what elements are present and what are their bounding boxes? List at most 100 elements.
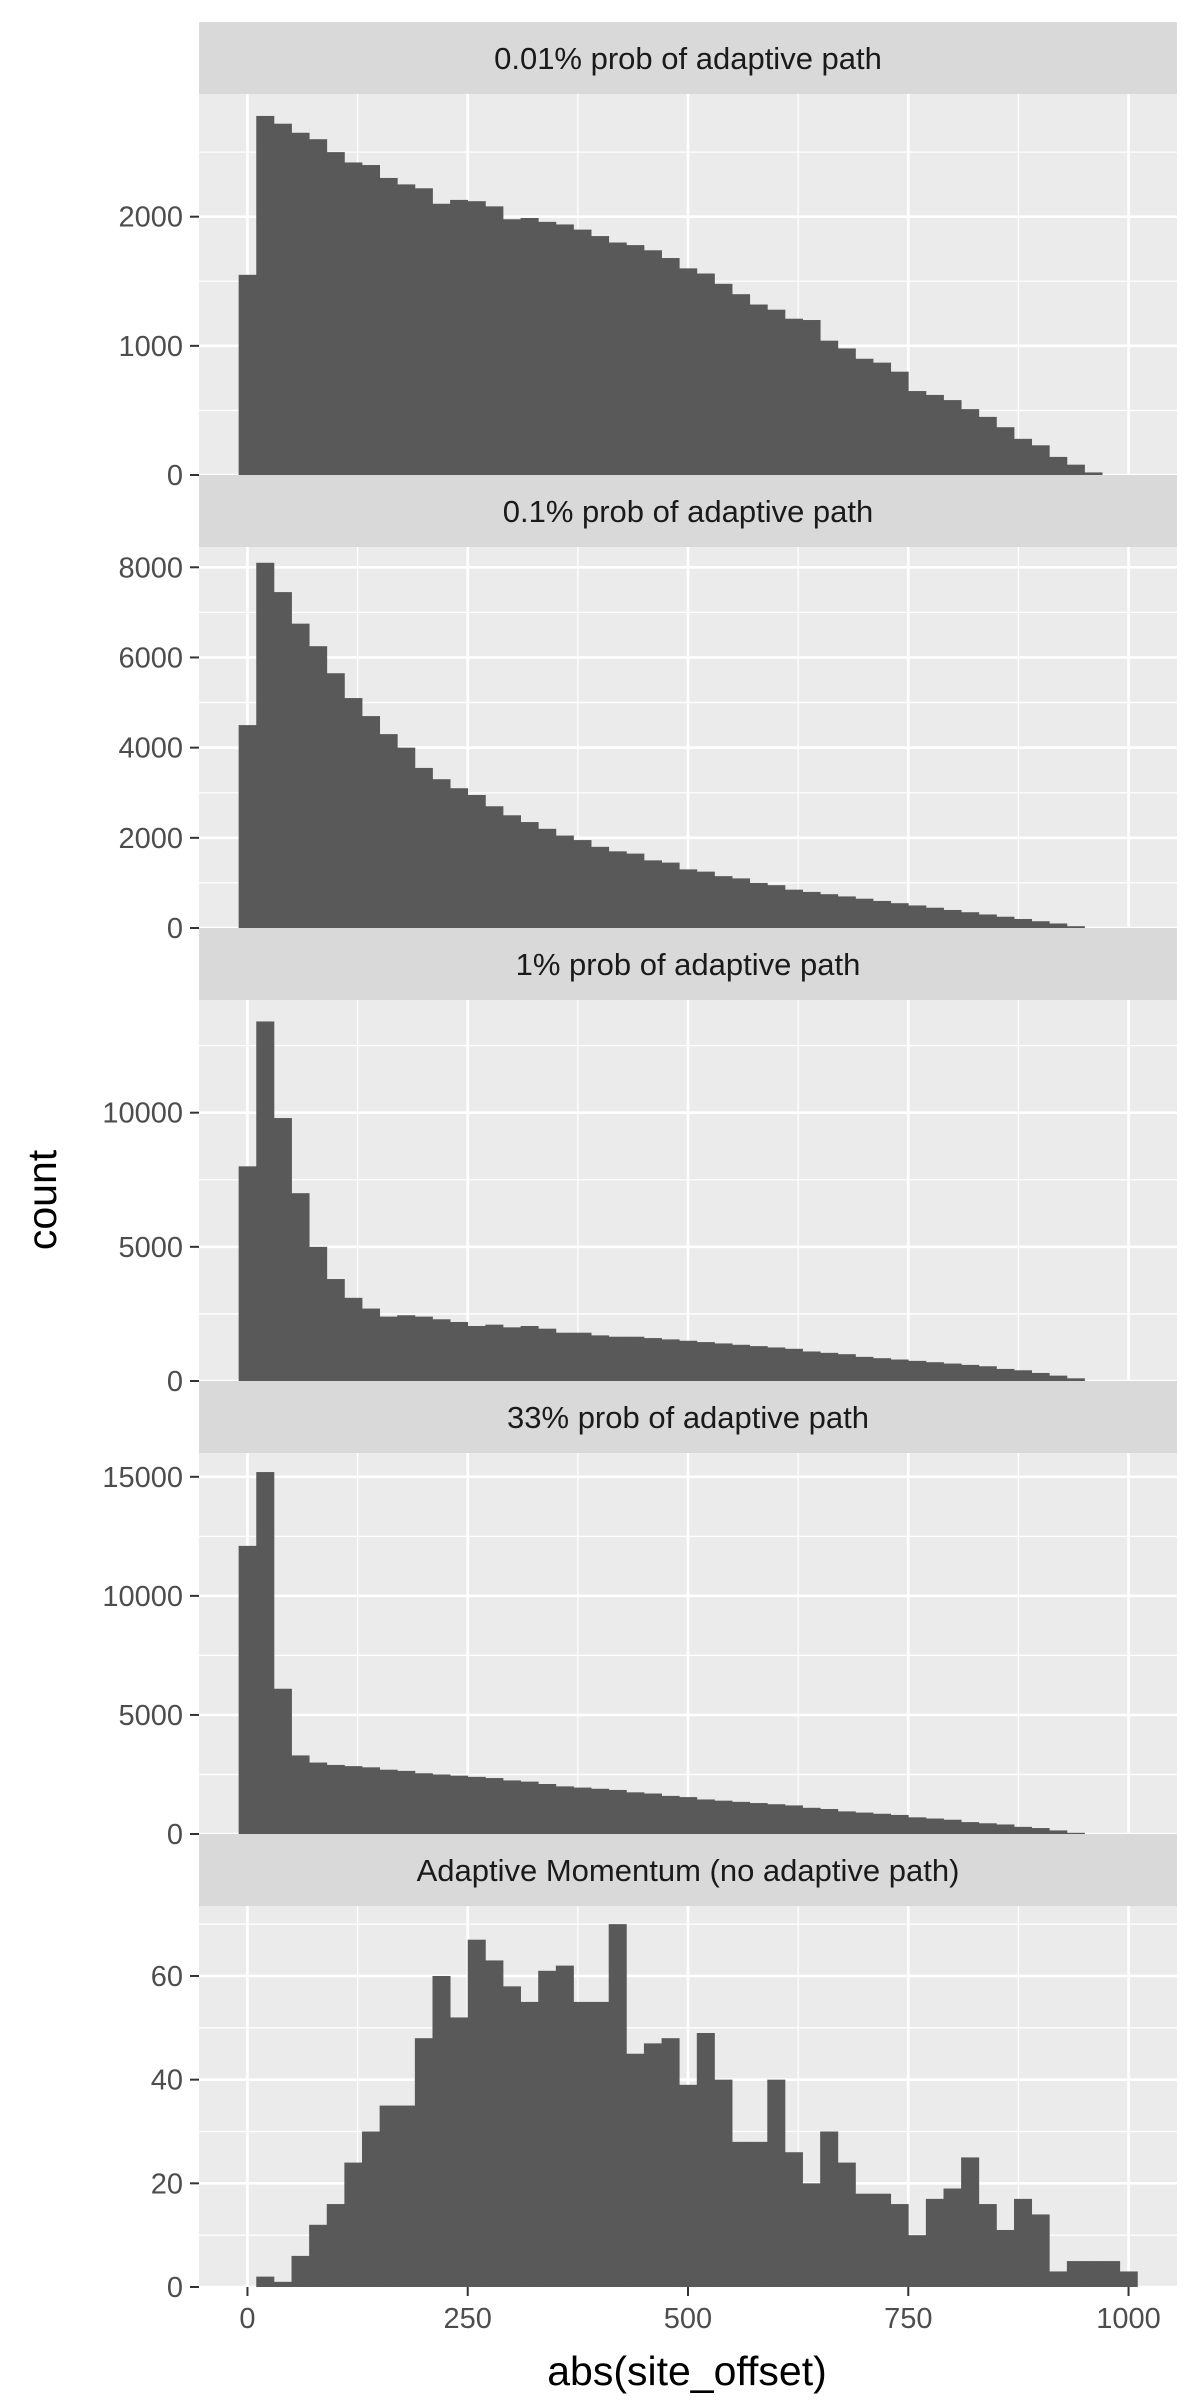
histogram-bar — [908, 391, 927, 475]
histogram-bar — [520, 822, 539, 928]
histogram-bar — [1031, 445, 1050, 475]
histogram-bar — [1102, 2261, 1121, 2287]
histogram-bar — [925, 907, 944, 928]
histogram-bar — [1066, 2261, 1085, 2287]
histogram-bars — [238, 115, 1103, 476]
histogram-bar — [890, 2204, 909, 2287]
histogram-bar — [961, 1822, 980, 1834]
histogram-bar — [784, 318, 803, 475]
histogram-bar — [1031, 1828, 1050, 1834]
facet-strip — [199, 1834, 1177, 1906]
y-tick-label: 0 — [167, 913, 183, 945]
histogram-bar — [450, 199, 469, 475]
histogram-bar — [326, 152, 345, 475]
histogram-bar — [820, 894, 839, 928]
histogram-bar — [344, 162, 363, 475]
histogram-bar — [714, 876, 733, 928]
histogram-bar — [520, 1781, 539, 1834]
histogram-bar — [696, 871, 715, 928]
histogram-bar — [362, 1308, 381, 1381]
histogram-bar — [291, 132, 310, 475]
histogram-bar — [432, 779, 451, 928]
y-tick-label: 5000 — [118, 1700, 183, 1732]
histogram-bar — [467, 1325, 486, 1381]
histogram-bar — [591, 2001, 610, 2287]
y-tick-label: 2000 — [118, 823, 183, 855]
y-tick-label: 8000 — [118, 552, 183, 584]
histogram-bar — [661, 1339, 680, 1381]
histogram-bar — [432, 1975, 451, 2287]
histogram-bar — [555, 224, 574, 475]
histogram-bar — [1014, 438, 1033, 475]
histogram-bar — [749, 1346, 768, 1381]
histogram-bar — [661, 862, 680, 928]
histogram-bar — [732, 294, 751, 475]
histogram-bar — [573, 1787, 592, 1834]
histogram-bar — [485, 1778, 504, 1834]
histogram-bar — [291, 1193, 310, 1381]
histogram-bar — [344, 1297, 363, 1381]
histogram-bar — [608, 1924, 627, 2287]
histogram-bar — [784, 1805, 803, 1834]
histogram-bar — [608, 1789, 627, 1834]
x-tick-label: 1000 — [1096, 2303, 1161, 2335]
histogram-bar — [1049, 2271, 1068, 2287]
histogram-bar — [820, 340, 839, 475]
histogram-bar — [414, 2038, 433, 2287]
histogram-bar — [467, 201, 486, 476]
histogram-bar — [943, 1819, 962, 1834]
histogram-bar — [1014, 1826, 1033, 1834]
histogram-bar — [767, 1347, 786, 1381]
histogram-bar — [943, 909, 962, 928]
histogram-bar — [679, 268, 698, 475]
histogram-bar — [820, 1352, 839, 1381]
histogram-bar — [1119, 2271, 1138, 2287]
histogram-bar — [326, 673, 345, 928]
histogram-bar — [767, 309, 786, 475]
histogram-bar — [608, 242, 627, 475]
histogram-bar — [1014, 2198, 1033, 2287]
histogram-bar — [432, 1319, 451, 1381]
histogram-bar — [273, 1118, 292, 1381]
histogram-bar — [291, 623, 310, 928]
histogram-bar — [767, 2079, 786, 2287]
histogram-bar — [784, 889, 803, 928]
histogram-bar — [238, 274, 257, 475]
facet-panel-4: 33% prob of adaptive path 0 5000 10000 15000 — [102, 1381, 1177, 1851]
histogram-bar — [538, 1783, 557, 1834]
histogram-bar — [397, 747, 416, 928]
histogram-bar — [309, 1762, 328, 1834]
facet-strip — [199, 22, 1177, 94]
histogram-bar — [820, 2131, 839, 2287]
histogram-bar — [978, 1366, 997, 1381]
histogram-bar — [873, 1358, 892, 1381]
histogram-bar — [1031, 1372, 1050, 1381]
histogram-bar — [696, 1799, 715, 1834]
histogram-bar — [1014, 918, 1033, 928]
facet-panels: 0.01% prob of adaptive path0100020000.1%… — [102, 22, 1177, 2304]
y-tick-label: 1000 — [118, 331, 183, 363]
histogram-bar — [326, 2204, 345, 2287]
histogram-bar — [485, 1324, 504, 1381]
histogram-bar — [890, 1814, 909, 1834]
histogram-bar — [820, 1808, 839, 1834]
histogram-bars — [238, 562, 1085, 928]
histogram-bar — [256, 1472, 275, 1834]
histogram-bar — [1031, 2214, 1050, 2287]
facet-strip — [199, 928, 1177, 1000]
histogram-bar — [273, 592, 292, 928]
histogram-bars — [238, 1021, 1085, 1381]
histogram-bar — [943, 2188, 962, 2287]
histogram-bar — [326, 1764, 345, 1834]
histogram-bar — [961, 409, 980, 475]
histogram-bar — [802, 320, 821, 475]
y-tick-label: 0 — [167, 460, 183, 492]
histogram-bar — [1066, 926, 1085, 928]
histogram-bar — [661, 258, 680, 475]
histogram-bar — [837, 896, 856, 928]
facet-strip — [199, 475, 1177, 547]
histogram-bar — [643, 1338, 662, 1381]
histogram-bar — [309, 1246, 328, 1381]
histogram-bar — [714, 1343, 733, 1381]
histogram-bar — [502, 1327, 521, 1381]
